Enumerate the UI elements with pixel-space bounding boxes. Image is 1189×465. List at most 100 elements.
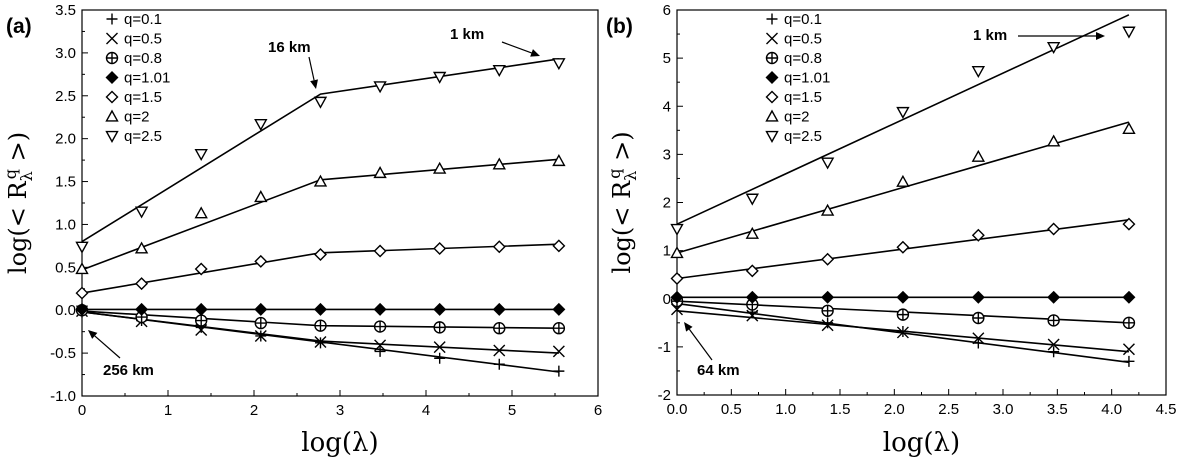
- data-point: [313, 174, 328, 187]
- annotation-label: 1 km: [450, 26, 484, 43]
- data-point: [670, 223, 684, 236]
- x-tick-label: 5: [508, 402, 516, 419]
- y-axis-title: log(< Rλq >): [1, 132, 36, 274]
- data-point: [971, 149, 986, 162]
- data-point: [820, 203, 835, 216]
- x-tick-label: 3.5: [1047, 401, 1068, 418]
- data-point: [1122, 217, 1136, 231]
- data-point: [433, 302, 447, 316]
- panel-label: (b): [606, 15, 633, 38]
- x-axis-title: log(λ): [301, 428, 378, 458]
- data-point: [745, 290, 759, 304]
- y-axis-title: log(< Rλq >): [605, 131, 640, 273]
- data-point: [493, 344, 506, 357]
- annotation-arrow-line: [308, 56, 315, 81]
- y-tick-label: -0.5: [50, 345, 76, 362]
- legend-marker: [766, 13, 778, 25]
- data-point: [254, 329, 267, 342]
- legend-label: q=0.5: [784, 31, 822, 48]
- legend-marker: [765, 71, 779, 84]
- y-tick-label: 3.0: [55, 45, 76, 62]
- annotation: 256 km: [88, 330, 154, 379]
- data-point: [313, 96, 328, 109]
- legend-marker: [105, 90, 119, 104]
- y-tick-label: 4: [663, 98, 671, 115]
- plot-frame: [81, 9, 599, 397]
- legend-label: q=2: [124, 109, 149, 126]
- data-point: [433, 241, 447, 255]
- legend-label: q=1.5: [784, 89, 822, 106]
- x-tick-label: 2.0: [884, 401, 905, 418]
- data-point: [75, 302, 89, 316]
- data-point: [254, 254, 268, 268]
- y-axis: -2 -1 0 1 2 3 4 5 6: [658, 2, 683, 404]
- annotation: 16 km: [268, 39, 318, 89]
- annotation-label: 1 km: [973, 27, 1007, 44]
- series-q-0-8: [75, 304, 566, 335]
- data-point: [313, 247, 327, 261]
- data-point: [896, 174, 910, 187]
- data-point: [1122, 343, 1135, 356]
- data-point: [552, 154, 566, 167]
- x-tick-label: 4.0: [1101, 401, 1122, 418]
- legend-label: q=0.1: [784, 11, 822, 28]
- data-point: [972, 332, 985, 345]
- data-point: [434, 352, 446, 364]
- data-point: [1122, 316, 1136, 330]
- data-point: [194, 262, 208, 276]
- data-point: [1046, 134, 1061, 147]
- data-point: [822, 317, 834, 329]
- panel-label: (a): [6, 15, 32, 38]
- data-point: [373, 302, 387, 316]
- y-tick-label: 1.5: [55, 174, 76, 191]
- y-tick-label: 0.0: [55, 302, 76, 319]
- legend-marker: [765, 109, 779, 122]
- data-point: [1048, 346, 1060, 358]
- data-point: [552, 58, 566, 71]
- data-point: [552, 302, 566, 316]
- data-point: [1047, 314, 1060, 327]
- data-point: [373, 166, 387, 179]
- data-point: [493, 358, 505, 370]
- data-point: [254, 316, 267, 330]
- legend-label: q=2.5: [124, 128, 162, 145]
- y-tick-label: -1: [658, 339, 671, 356]
- annotation-label: 64 km: [697, 362, 740, 379]
- data-point: [254, 302, 268, 316]
- y-tick-label: 1: [663, 243, 671, 260]
- x-axis: 0 1 2 3 4 5 6: [78, 390, 602, 419]
- x-tick-label: 0: [78, 402, 86, 419]
- chart-panel-a: 0 1 2 3 4 5 6 -1.0 -0.5 0.0 0.5 1.0 1.5 2.0 2.5 3.0 3.5 l…: [1, 2, 602, 458]
- y-tick-label: 3: [663, 146, 671, 163]
- series-q-2: [670, 121, 1136, 259]
- data-point: [313, 302, 327, 316]
- data-point: [971, 66, 986, 79]
- legend-label: q=0.1: [124, 11, 162, 28]
- data-point: [254, 190, 268, 203]
- y-tick-label: 5: [663, 50, 671, 67]
- annotation-label: 256 km: [103, 362, 154, 379]
- x-tick-label: 4.5: [1156, 401, 1177, 418]
- annotation-arrow-head: [88, 330, 98, 339]
- data-point: [896, 326, 909, 339]
- legend-label: q=1.5: [124, 89, 162, 106]
- fit-line: [676, 121, 1130, 254]
- x-tick-label: 1.0: [775, 401, 796, 418]
- data-point: [552, 239, 566, 253]
- data-point: [746, 298, 759, 311]
- legend-label: q=1.01: [784, 70, 830, 87]
- series-q-1-5: [75, 239, 566, 300]
- y-tick-label: 0: [663, 291, 671, 308]
- data-point: [553, 365, 565, 377]
- annotation-arrow-head: [530, 49, 540, 57]
- data-point: [374, 339, 387, 352]
- plot-frame: [676, 9, 1167, 396]
- legend: q=0.1 q=0.5 q=0.8 q=1.01 q=1.5 q=2 q=2.5: [765, 11, 830, 145]
- y-tick-label: 2.5: [55, 88, 76, 105]
- data-point: [195, 323, 208, 336]
- data-point: [194, 206, 208, 219]
- data-point: [971, 228, 985, 242]
- data-point: [493, 322, 506, 335]
- data-point: [670, 272, 684, 286]
- x-tick-label: 2.5: [938, 401, 959, 418]
